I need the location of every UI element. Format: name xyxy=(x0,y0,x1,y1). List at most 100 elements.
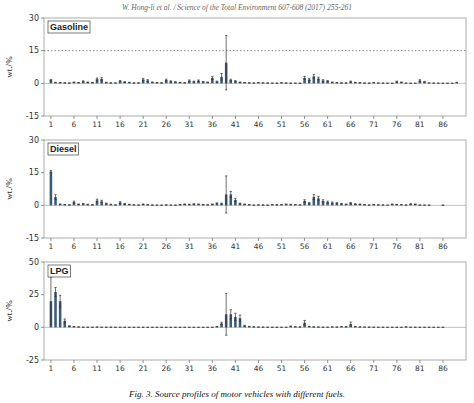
x-tick-label: 31 xyxy=(185,364,195,373)
bar xyxy=(409,83,412,84)
error-cap xyxy=(345,82,347,83)
y-axis-label: wt./% xyxy=(4,178,14,200)
y-axis-label: wt./% xyxy=(4,300,14,322)
error-bar xyxy=(248,82,250,83)
error-bar xyxy=(220,322,222,324)
bar xyxy=(142,204,145,205)
error-stem xyxy=(240,81,241,83)
error-bar xyxy=(317,77,319,80)
error-stem xyxy=(424,205,425,206)
x-tick-label: 41 xyxy=(231,120,241,129)
error-cap xyxy=(114,205,116,206)
error-cap xyxy=(303,199,305,200)
error-cap xyxy=(331,203,333,204)
y-tick-label: 0 xyxy=(34,79,39,88)
error-stem xyxy=(355,82,356,83)
bar xyxy=(128,82,131,84)
error-bar xyxy=(225,176,227,213)
error-stem xyxy=(193,81,194,83)
bar xyxy=(151,327,154,328)
error-bar xyxy=(414,83,416,84)
error-cap xyxy=(216,203,218,204)
error-bar xyxy=(262,327,264,328)
error-cap xyxy=(160,205,162,206)
error-stem xyxy=(295,83,296,84)
error-bar xyxy=(331,81,333,83)
error-stem xyxy=(290,204,291,205)
error-cap xyxy=(322,79,324,80)
error-cap xyxy=(409,83,411,84)
error-stem xyxy=(83,203,84,205)
error-stem xyxy=(369,327,370,328)
bar xyxy=(368,83,371,84)
error-cap xyxy=(105,82,107,83)
error-cap xyxy=(442,83,444,84)
bar xyxy=(400,327,403,328)
error-bar xyxy=(193,327,195,328)
error-stem xyxy=(64,204,65,205)
error-cap xyxy=(253,205,255,206)
error-cap xyxy=(234,80,236,81)
error-cap xyxy=(160,327,162,328)
error-stem xyxy=(101,78,102,81)
bar xyxy=(409,204,412,205)
bar xyxy=(331,82,334,83)
error-bar xyxy=(290,326,292,328)
bar xyxy=(248,326,251,328)
error-bar xyxy=(290,204,292,205)
error-stem xyxy=(129,204,130,205)
error-cap xyxy=(368,327,370,328)
error-cap xyxy=(428,205,430,206)
error-cap xyxy=(239,315,241,316)
bar xyxy=(73,326,76,328)
x-tick xyxy=(327,238,328,241)
error-cap xyxy=(253,326,255,327)
error-cap xyxy=(68,83,70,84)
error-stem xyxy=(410,327,411,328)
y-tick xyxy=(41,83,44,84)
error-stem xyxy=(378,204,379,205)
error-stem xyxy=(442,205,443,206)
error-cap xyxy=(400,81,402,82)
error-bar xyxy=(188,327,190,328)
error-cap xyxy=(363,204,365,205)
error-stem xyxy=(78,203,79,205)
error-cap xyxy=(137,83,139,84)
error-cap xyxy=(160,205,162,206)
bar xyxy=(174,327,177,328)
error-stem xyxy=(286,203,287,205)
error-bar xyxy=(303,320,305,325)
error-stem xyxy=(406,83,407,84)
error-cap xyxy=(405,326,407,327)
error-stem xyxy=(170,81,171,82)
error-stem xyxy=(147,204,148,205)
bar xyxy=(216,203,219,205)
error-cap xyxy=(124,327,126,328)
error-cap xyxy=(77,82,79,83)
error-bar xyxy=(354,203,356,205)
error-cap xyxy=(368,327,370,328)
bar xyxy=(123,204,126,206)
error-bar xyxy=(345,203,347,205)
error-bar xyxy=(317,327,319,328)
error-cap xyxy=(290,83,292,84)
error-cap xyxy=(91,204,93,205)
error-stem xyxy=(387,205,388,206)
error-bar xyxy=(73,326,75,327)
error-cap xyxy=(336,82,338,83)
error-stem xyxy=(336,82,337,83)
error-stem xyxy=(129,82,130,83)
error-bar xyxy=(193,203,195,205)
error-cap xyxy=(363,327,365,328)
error-stem xyxy=(147,327,148,328)
bar xyxy=(372,327,375,328)
error-cap xyxy=(308,326,310,327)
error-stem xyxy=(249,82,250,83)
x-tick-label: 56 xyxy=(300,242,310,251)
error-cap xyxy=(257,327,259,328)
error-stem xyxy=(203,81,204,83)
error-cap xyxy=(308,80,310,81)
x-tick xyxy=(212,116,213,119)
bar xyxy=(243,326,246,328)
x-tick xyxy=(419,116,420,119)
